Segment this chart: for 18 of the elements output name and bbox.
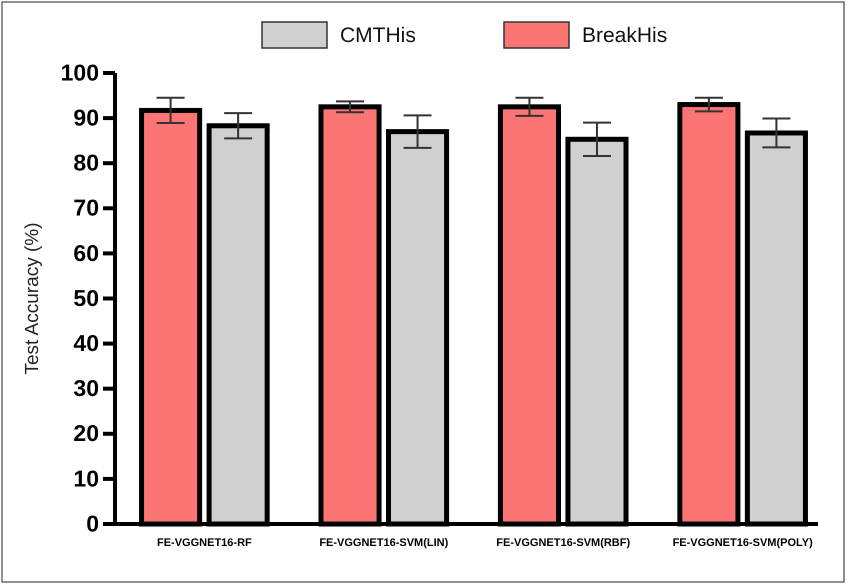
y-tick-label: 70 — [73, 194, 99, 221]
y-tick-label: 0 — [86, 510, 99, 536]
y-tick-label: 40 — [73, 330, 99, 356]
x-tick-label: FE-VGGNET16-SVM(POLY) — [672, 536, 814, 549]
y-tick-label: 100 — [60, 59, 99, 86]
x-tick-label: FE-VGGNET16-SVM(LIN) — [319, 536, 449, 549]
y-tick-label: 90 — [73, 104, 99, 130]
y-tick-label: 80 — [73, 150, 99, 176]
y-tick-label: 50 — [73, 284, 99, 311]
y-tick-label: 30 — [73, 375, 99, 402]
y-tick-label: 20 — [73, 420, 99, 446]
y-axis-title: Test Accuracy (%) — [22, 222, 43, 375]
x-tick-label: FE-VGGNET16-SVM(RBF) — [496, 536, 630, 549]
legend-label: BreakHis — [582, 24, 668, 47]
y-tick-label: 60 — [73, 240, 99, 266]
legend-label: CMTHis — [340, 24, 416, 47]
y-tick-label: 10 — [73, 465, 99, 492]
x-tick-label: FE-VGGNET16-RF — [156, 536, 252, 549]
